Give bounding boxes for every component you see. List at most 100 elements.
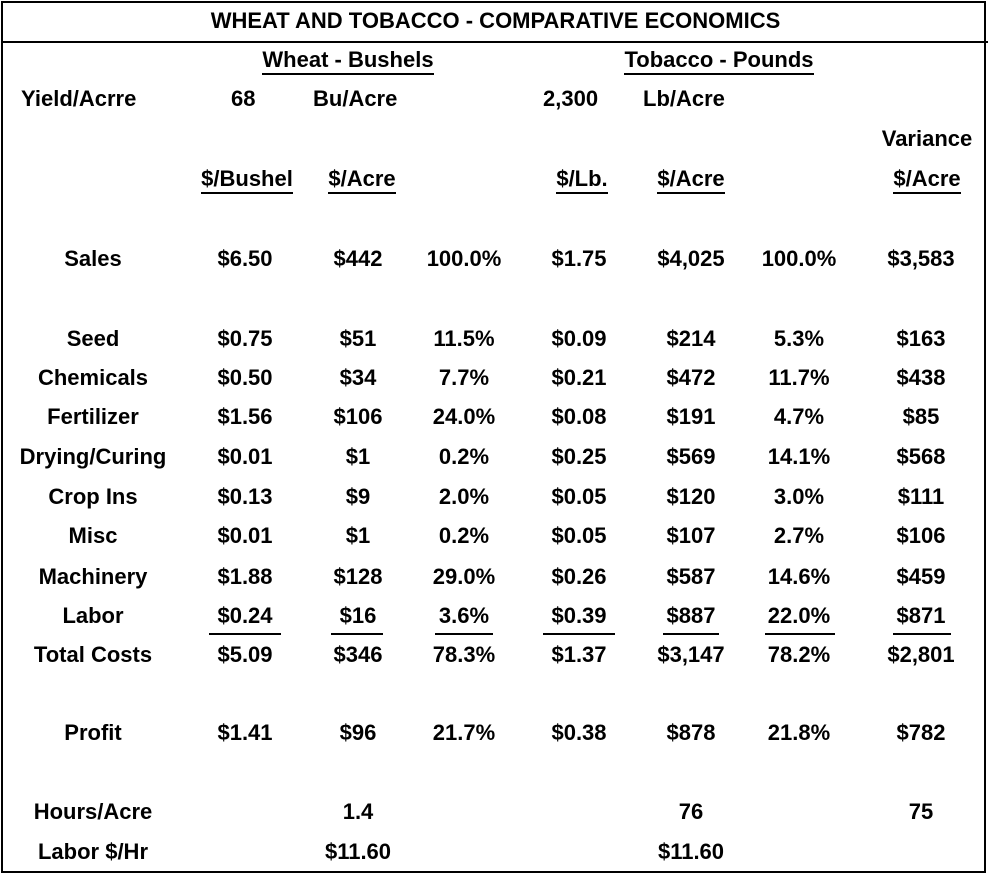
row-machinery-t-unit: $0.26 [551,564,607,589]
wheat-per-acre-header: $/Acre [319,165,405,194]
row-total-costs-variance: $2,801 [887,642,955,667]
labor-rate-label: Labor $/Hr [37,839,149,864]
row-sales-t-acre: $4,025 [657,246,725,271]
row-fertilizer-w-unit: $1.56 [217,404,273,429]
row-chemicals-w-unit: $0.50 [217,365,273,390]
table-title: WHEAT AND TOBACCO - COMPARATIVE ECONOMIC… [3,3,988,43]
row-drying-curing-variance: $568 [896,444,946,469]
row-labor-w-pct: 3.6% [438,603,490,628]
row-seed-t-unit: $0.09 [551,326,607,351]
row-sales-t-pct: 100.0% [761,246,837,271]
row-sales-w-acre: $442 [333,246,383,271]
row-drying-curing-w-pct: 0.2% [438,444,490,469]
tobacco-labor-rate: $11.60 [657,839,725,864]
row-chemicals-variance: $438 [896,365,946,390]
wheat-per-unit-header: $/Bushel [189,165,305,194]
row-profit-w-unit: $1.41 [217,720,273,745]
row-seed-label: Seed [66,326,120,351]
tobacco-group-header: Tobacco - Pounds [603,46,835,75]
subtotal-rule-tobacco-acre [663,633,719,635]
row-chemicals-t-acre: $472 [666,365,716,390]
row-labor-w-acre: $16 [339,603,377,628]
row-chemicals-label: Chemicals [37,365,149,390]
row-seed-w-pct: 11.5% [433,326,495,351]
subtotal-rule-wheat-unit [209,633,281,635]
subtotal-rule-tobacco-pct [765,633,835,635]
wheat-group-header: Wheat - Bushels [240,46,456,75]
wheat-hours: 1.4 [342,799,374,824]
row-fertilizer-t-unit: $0.08 [551,404,607,429]
row-fertilizer-variance: $85 [902,404,940,429]
row-crop-ins-w-acre: $9 [345,484,371,509]
row-chemicals-t-pct: 11.7% [768,365,830,390]
variance-header-bottom: $/Acre [882,165,972,194]
row-machinery-t-acre: $587 [666,564,716,589]
row-seed-w-acre: $51 [339,326,377,351]
variance-header-top: Variance [881,126,973,151]
row-chemicals-w-pct: 7.7% [438,365,490,390]
row-total-costs-w-pct: 78.3% [432,642,496,667]
row-misc-w-acre: $1 [345,523,371,548]
row-drying-curing-t-acre: $569 [666,444,716,469]
row-sales-label: Sales [64,246,122,271]
row-total-costs-t-acre: $3,147 [657,642,725,667]
row-chemicals-w-acre: $34 [339,365,377,390]
tobacco-hours: 76 [678,799,704,824]
row-misc-w-pct: 0.2% [438,523,490,548]
subtotal-rule-variance [893,633,951,635]
row-sales-t-unit: $1.75 [551,246,607,271]
row-drying-curing-label: Drying/Curing [19,444,167,469]
wheat-yield-unit: Bu/Acre [313,86,398,111]
row-total-costs-t-unit: $1.37 [551,642,607,667]
wheat-labor-rate: $11.60 [324,839,392,864]
row-drying-curing-t-pct: 14.1% [767,444,831,469]
row-crop-ins-w-pct: 2.0% [438,484,490,509]
row-sales-variance: $3,583 [887,246,955,271]
row-total-costs-w-unit: $5.09 [217,642,273,667]
row-drying-curing-w-unit: $0.01 [217,444,273,469]
row-misc-t-unit: $0.05 [551,523,607,548]
row-labor-t-acre: $887 [666,603,716,628]
row-seed-variance: $163 [896,326,946,351]
row-machinery-variance: $459 [896,564,946,589]
row-crop-ins-w-unit: $0.13 [217,484,273,509]
row-misc-t-acre: $107 [666,523,716,548]
row-machinery-t-pct: 14.6% [767,564,831,589]
row-machinery-w-unit: $1.88 [217,564,273,589]
row-fertilizer-label: Fertilizer [47,404,139,429]
row-crop-ins-t-pct: 3.0% [773,484,825,509]
variance-hours: 75 [908,799,934,824]
row-machinery-label: Machinery [38,564,148,589]
row-crop-ins-variance: $111 [897,484,945,509]
row-fertilizer-t-acre: $191 [666,404,716,429]
row-crop-ins-label: Crop Ins [48,484,138,509]
row-labor-label: Labor [62,603,124,628]
tobacco-yield-unit: Lb/Acre [643,86,725,111]
hours-label: Hours/Acre [33,799,153,824]
row-profit-label: Profit [64,720,122,745]
row-chemicals-t-unit: $0.21 [551,365,607,390]
row-drying-curing-w-acre: $1 [345,444,371,469]
row-profit-w-pct: 21.7% [432,720,496,745]
row-crop-ins-t-acre: $120 [666,484,716,509]
tobacco-yield-value: 2,300 [543,86,599,111]
row-labor-variance: $871 [896,603,946,628]
row-misc-variance: $106 [896,523,946,548]
row-profit-w-acre: $96 [339,720,377,745]
row-profit-t-pct: 21.8% [767,720,831,745]
row-labor-t-unit: $0.39 [551,603,607,628]
row-labor-t-pct: 22.0% [767,603,831,628]
row-profit-t-acre: $878 [666,720,716,745]
row-labor-w-unit: $0.24 [217,603,273,628]
wheat-yield-value: 68 [231,86,256,111]
row-crop-ins-t-unit: $0.05 [551,484,607,509]
row-fertilizer-w-acre: $106 [333,404,383,429]
subtotal-rule-wheat-pct [435,633,493,635]
row-sales-w-pct: 100.0% [426,246,502,271]
tobacco-per-unit-header: $/Lb. [548,165,616,194]
row-seed-t-acre: $214 [666,326,716,351]
row-misc-w-unit: $0.01 [217,523,273,548]
yield-label: Yield/Acrre [21,86,137,111]
row-fertilizer-t-pct: 4.7% [773,404,825,429]
row-seed-t-pct: 5.3% [773,326,825,351]
